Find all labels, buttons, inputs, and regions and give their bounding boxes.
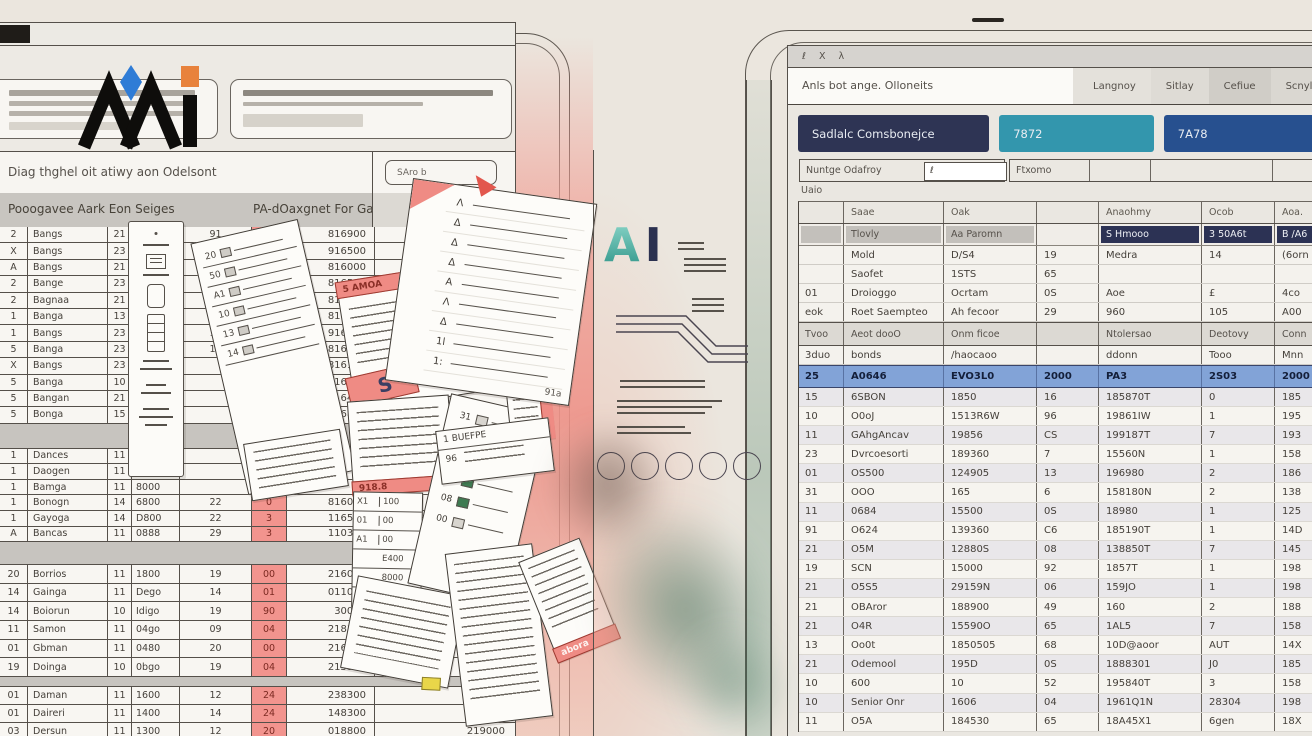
field-nuntge[interactable]: Nuntge Odafroy ℓ	[799, 159, 1007, 182]
table-row[interactable]: 19 SCN 15000 92 1857T 1 198	[799, 559, 1312, 579]
table-row[interactable]: 15 6SBON 1850 16 185870T 0 185	[799, 388, 1312, 408]
device-notch	[972, 18, 1004, 22]
table-row[interactable]: 21 OBAror 188900 49 160 2 188	[799, 598, 1312, 618]
fragment-row: 01 00	[353, 511, 422, 532]
table-row: eok Roet Saempteo Ah fecoor 29 960 105 A00	[799, 303, 1312, 322]
deco-lines-f	[617, 426, 691, 438]
center-ai-logo: AI	[604, 218, 667, 272]
selected-row[interactable]: 25 A0646 EVO3L0 2000 PA3 2S03 2000	[799, 365, 1312, 388]
field1-input[interactable]: ℓ	[924, 162, 1007, 181]
circle-icon	[733, 452, 761, 480]
table-row[interactable]: 01 OS500 124905 13 196980 2 186	[799, 464, 1312, 484]
deco-lines-a	[678, 242, 704, 254]
table-row[interactable]: 13 Oo0t 1850505 68 10D@aoor AUT 14X	[799, 636, 1312, 656]
table-row: Tvoo Aeot dooO Onm ficoe Ntolersao Deotovy Co…	[799, 322, 1312, 346]
pinned-note: Λ Δ Δ Δ A Λ Δ 1l 1: 91a	[384, 178, 598, 406]
list-icon	[146, 254, 166, 269]
section-label: Uaio	[801, 185, 823, 196]
deco-lines-e	[617, 400, 722, 418]
action-button-3[interactable]: 7A78	[1163, 115, 1312, 152]
table-row: Mold D/S4 19 Medra 14 (6orn	[799, 246, 1312, 265]
toolbar-search-area[interactable]: Anls bot ange. Olloneits	[788, 68, 1073, 104]
menu-item-sitlay[interactable]: Sitlay	[1150, 68, 1209, 104]
circuit-lines	[616, 315, 748, 363]
right-app-window: ℓ X λ Anls bot ange. Olloneits Langnoy Si…	[787, 45, 1312, 736]
menu-item-scnylio[interactable]: Scnylio	[1270, 68, 1312, 104]
table-row[interactable]: 10 Senior Onr 1606 04 1961Q1N 28304 198	[799, 693, 1312, 713]
table-row[interactable]: 23 Dvrcoesorti 189360 7 15560N 1 158	[799, 445, 1312, 465]
table-row[interactable]: 21 O4R 15590O 65 1AL5 7 158	[799, 617, 1312, 637]
field2-label: Ftxomo	[1016, 165, 1052, 176]
field-ftxomo[interactable]: Ftxomo	[1009, 159, 1312, 182]
menu-bar: Langnoy SitlayCefiueScnylio	[1078, 68, 1312, 104]
circle-icon	[665, 452, 693, 480]
right-data-table: Saae Oak Anaohmy Ocob Aoa. Tlovly Aa Paromn S H…	[798, 201, 1312, 732]
deco-lines-c	[692, 298, 724, 316]
buefpe-value: 96	[445, 453, 458, 466]
table-row[interactable]: 21 Odemool 195D 0S 1888301 J0 185	[799, 655, 1312, 675]
ai-matters-logo-icon	[78, 65, 199, 150]
field1-label: Nuntge Odafroy	[806, 165, 882, 176]
table-row[interactable]: 21 O5S5 29159N 06 159JO 1 198	[799, 578, 1312, 599]
table-row[interactable]: 31 OOO 165 6 158180N 2 138	[799, 483, 1312, 503]
right-device-frame	[745, 30, 1312, 736]
action-buttons-row: Sadlalc Comsbonejce 7872 7A78	[798, 115, 1312, 152]
table-row[interactable]: 11 O5A 184530 65 18A45X1 6gen 18X	[799, 712, 1312, 732]
table-row[interactable]: 10 O0oJ 1513R6W 96 19861IW 1 195	[799, 407, 1312, 427]
dark-corner-block	[0, 25, 30, 43]
yellow-tab	[421, 676, 441, 691]
table-row: 3duo bonds/haocaoo ddonn Tooo Mnn	[799, 346, 1312, 365]
rows-icon	[147, 314, 165, 352]
toolbar-caption: Diag thghel oit atiwy aon Odelsont	[8, 165, 217, 179]
table-row[interactable]: 91 O624 139360 C6 185190T 1 14D	[799, 521, 1312, 541]
table-row: Saae Oak Anaohmy Ocob Aoa.	[799, 202, 1312, 224]
table-row[interactable]: 11 GAhgAncav 19856 CS 199187T 7 193	[799, 426, 1312, 446]
toolbar-text: Anls bot ange. Olloneits	[802, 79, 934, 92]
deco-lines-d	[620, 380, 705, 392]
fragment-row: A1 00	[353, 530, 422, 551]
circle-icon	[631, 452, 659, 480]
action-button-2[interactable]: 7872	[999, 115, 1154, 152]
left-window-topbar	[0, 23, 515, 46]
circle-icon	[699, 452, 727, 480]
right-device-frame-inner	[770, 42, 1312, 736]
placeholder-card-2	[230, 79, 512, 139]
table-row[interactable]: 10 600 10 52 195840T 3 158	[799, 674, 1312, 694]
layout-icon	[147, 284, 165, 308]
logo-blue-diamond	[120, 65, 142, 101]
bezel-stripe	[746, 80, 772, 736]
toolbar-divider	[372, 152, 373, 194]
menu-item-langnoy[interactable]: Langnoy	[1093, 80, 1136, 92]
circle-icon	[597, 452, 625, 480]
floating-tool-panel[interactable]	[128, 221, 184, 477]
group-separator	[0, 676, 515, 687]
deco-lines-b	[684, 258, 726, 276]
column-header-right: PA-dOaxgnet For Gay	[253, 202, 381, 216]
action-button-1[interactable]: Sadlalc Comsbonejce	[798, 115, 990, 152]
logo-orange-square	[181, 66, 199, 87]
menu-item-cefiue[interactable]: Cefiue	[1208, 68, 1271, 104]
note-footer: 91a	[543, 387, 563, 400]
window-controls[interactable]: ℓ X λ	[802, 51, 850, 62]
right-window-toolbar: Anls bot ange. Olloneits Langnoy Sitlay Ce…	[788, 68, 1312, 105]
table-row: Tlovly Aa Paromn S Hmooo 3 50A6t B /A6	[799, 224, 1312, 246]
column-header-left: Pooogavee Aark Eon Seiges	[8, 202, 175, 216]
window-titlebar[interactable]: ℓ X λ	[788, 46, 1312, 68]
table-row: 01 Droioggo Ocrtam 0S Aoe £4co	[799, 284, 1312, 303]
fragment-row: X1 100	[353, 492, 423, 513]
table-row: Saofet 1STS 65	[799, 265, 1312, 284]
left-table-row[interactable]: 01Daireri1114001424148300815000	[0, 704, 515, 723]
table-row[interactable]: 11 0684 15500 0S 18980 1 125	[799, 502, 1312, 522]
table-row[interactable]: 21 O5M 12880S 08 138850T 7 145	[799, 540, 1312, 560]
left-table-row[interactable]: 03 Dersun 11 1300 12 20 018800 219000	[0, 722, 515, 736]
dots-row	[597, 452, 761, 480]
